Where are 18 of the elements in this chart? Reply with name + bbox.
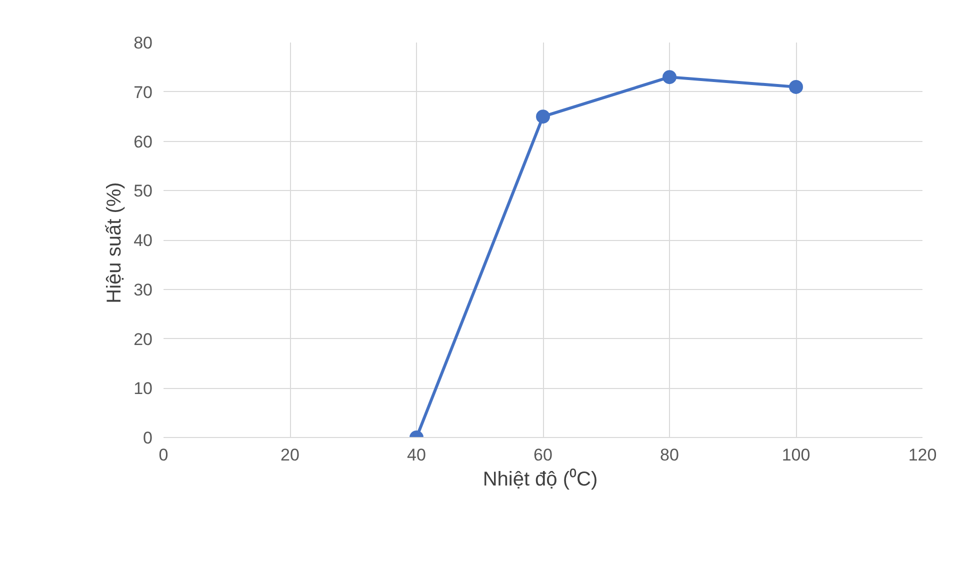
y-tick-label: 80 — [134, 34, 153, 52]
y-tick-label: 50 — [134, 182, 153, 201]
x-tick-label: 40 — [407, 446, 426, 464]
y-tick-label: 30 — [134, 280, 153, 300]
x-tick-label: 120 — [908, 446, 937, 464]
x-tick-label: 80 — [660, 446, 679, 464]
x-tick-label: 100 — [782, 446, 810, 464]
y-tick-label: 40 — [134, 231, 153, 250]
x-tick-label: 60 — [534, 446, 552, 464]
y-tick-label: 20 — [134, 330, 153, 349]
y-tick-label: 0 — [143, 428, 153, 448]
y-tick-label: 60 — [134, 132, 153, 152]
x-tick-label: 0 — [158, 446, 168, 464]
y-tick-label: 10 — [134, 379, 153, 398]
y-axis-title: Hiệu suất (%) — [104, 182, 126, 304]
y-tick-label: 70 — [134, 82, 153, 102]
x-axis-title: Nhiệt độ (⁰C) — [482, 468, 598, 490]
x-tick-label: 20 — [280, 446, 300, 464]
